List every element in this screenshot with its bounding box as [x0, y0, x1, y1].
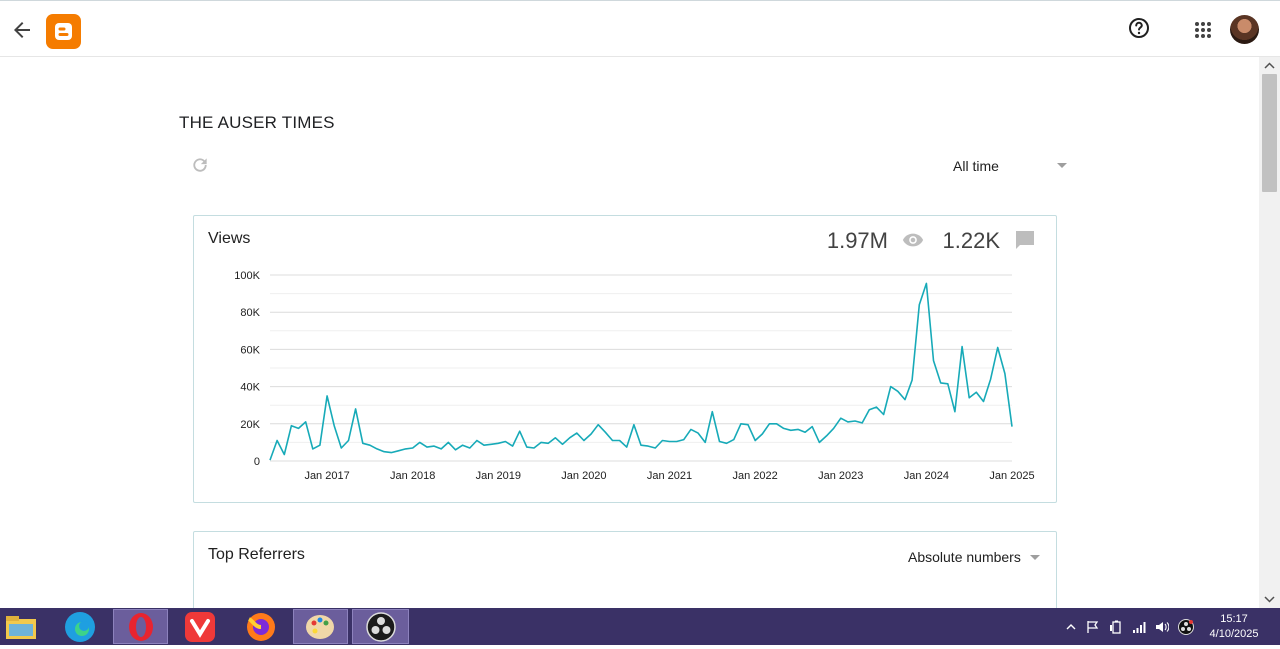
y-tick-label: 40K: [240, 382, 260, 394]
taskbar-obs[interactable]: [352, 609, 409, 644]
blog-title: THE AUSER TIMES: [179, 113, 335, 132]
blogger-logo-icon[interactable]: [46, 14, 81, 49]
x-tick-label: Jan 2017: [304, 470, 349, 482]
date-range-label: All time: [953, 158, 999, 174]
apps-grid-icon[interactable]: [1191, 18, 1215, 42]
y-tick-label: 80K: [240, 307, 260, 319]
x-tick-label: Jan 2018: [390, 470, 435, 482]
clock-time: 15:17: [1220, 613, 1248, 625]
x-tick-label: Jan 2019: [476, 470, 521, 482]
top-referrers-title: Top Referrers: [208, 546, 305, 563]
chevron-down-icon: [1057, 163, 1067, 168]
taskbar-opera[interactable]: [113, 609, 168, 644]
comment-icon: [1016, 231, 1034, 249]
taskbar-vivaldi[interactable]: [178, 609, 224, 644]
total-comments: 1.22K: [942, 228, 1001, 253]
total-views: 1.97M: [826, 228, 888, 253]
y-tick-label: 0: [254, 456, 260, 468]
top-referrers-card: Top Referrers Absolute numbers: [193, 531, 1057, 621]
x-tick-label: Jan 2021: [647, 470, 692, 482]
volume-icon[interactable]: [1155, 620, 1169, 634]
x-tick-label: Jan 2024: [904, 470, 949, 482]
y-tick-label: 60K: [240, 344, 260, 356]
scroll-thumb[interactable]: [1262, 74, 1277, 192]
x-tick-label: Jan 2020: [561, 470, 606, 482]
scroll-down-arrow-icon[interactable]: [1259, 591, 1280, 608]
date-range-dropdown[interactable]: All time: [953, 155, 1069, 177]
taskbar-firefox[interactable]: [237, 609, 283, 644]
firefox-icon: [247, 613, 275, 641]
obs-icon: [366, 612, 396, 642]
page-scrollbar[interactable]: [1259, 57, 1280, 608]
taskbar-edge[interactable]: [56, 609, 102, 644]
views-chart: 0 20K 40K 60K 80K 100K Jan 2017 Jan 2018 Jan 201…: [234, 270, 1034, 482]
x-tick-label: Jan 2023: [818, 470, 863, 482]
back-arrow-icon[interactable]: [10, 18, 34, 42]
help-icon[interactable]: [1127, 16, 1151, 40]
file-explorer-icon: [6, 616, 36, 639]
signal-icon[interactable]: [1132, 620, 1146, 634]
taskbar-file-explorer[interactable]: [0, 609, 46, 644]
y-tick-label: 20K: [240, 419, 260, 431]
views-series-line: [269, 282, 1013, 461]
referrers-mode-dropdown[interactable]: Absolute numbers: [908, 548, 1042, 570]
eye-icon: [902, 233, 924, 247]
taskbar-paint[interactable]: [293, 609, 348, 644]
battery-icon[interactable]: [1109, 620, 1123, 634]
avatar[interactable]: [1230, 15, 1259, 44]
scroll-up-arrow-icon[interactable]: [1259, 57, 1280, 74]
chevron-down-icon: [1030, 555, 1040, 560]
x-tick-label: Jan 2025: [989, 470, 1034, 482]
clock-date: 4/10/2025: [1209, 628, 1259, 640]
edge-icon: [65, 612, 95, 642]
referrers-mode-label: Absolute numbers: [908, 549, 1021, 565]
opera-icon: [129, 613, 153, 641]
taskbar: 15:17 4/10/2025: [0, 608, 1280, 645]
x-tick-label: Jan 2022: [733, 470, 778, 482]
views-card-title: Views: [208, 230, 251, 247]
tray-chevron-up-icon[interactable]: [1064, 620, 1078, 634]
views-card: 0 20K 40K 60K 80K 100K Jan 2017 Jan 2018 Jan 201…: [193, 215, 1057, 503]
app-bar: [0, 0, 1280, 57]
vivaldi-icon: [185, 612, 215, 642]
paint-palette-icon: [306, 615, 334, 639]
flag-icon[interactable]: [1086, 620, 1100, 634]
y-tick-label: 100K: [234, 270, 260, 282]
system-clock[interactable]: 15:17 4/10/2025: [1204, 612, 1264, 642]
refresh-icon[interactable]: [190, 155, 210, 175]
obs-tray-icon[interactable]: [1178, 619, 1194, 635]
